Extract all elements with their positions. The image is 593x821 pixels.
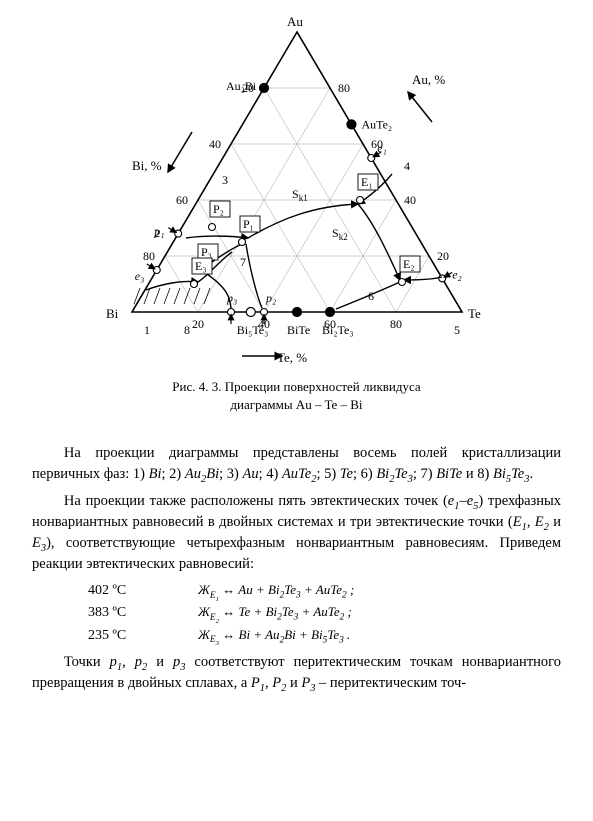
ternary-figure: 202020404040606060808080AuBiTeAu, %Bi, %… (32, 12, 561, 413)
body-text: На проекции диаграммы представлены восем… (32, 443, 561, 694)
svg-text:Sk2: Sk2 (332, 226, 348, 242)
figure-caption: Рис. 4. 3. Проекции поверхностей ликвиду… (172, 378, 420, 413)
svg-text:Te: Te (468, 306, 481, 321)
svg-text:5: 5 (454, 323, 460, 337)
svg-text:Au: Au (287, 14, 303, 29)
svg-text:40: 40 (404, 193, 416, 207)
svg-text:AuTe₂: AuTe₂ (361, 117, 392, 131)
svg-text:3: 3 (222, 173, 228, 187)
svg-text:80: 80 (338, 81, 350, 95)
reaction-block: 402 ºC ЖE1 ↔ Au + Bi2Te3 + AuTe2 ; 383 º… (88, 581, 561, 646)
reaction-eq: ЖE2 ↔ Te + Bi2Te3 + AuTe2 ; (198, 603, 352, 622)
svg-text:e₁: e₁ (377, 141, 387, 155)
svg-text:20: 20 (192, 317, 204, 331)
caption-line-1: Рис. 4. 3. Проекции поверхностей ликвиду… (172, 379, 420, 394)
svg-text:Bi₅Te₃: Bi₅Te₃ (236, 323, 268, 337)
caption-line-2: диаграммы Au – Te – Bi (230, 397, 362, 412)
reaction-eq: ЖE3 ↔ Bi + Au2Bi + Bi5Te3 . (198, 626, 350, 645)
reaction-row: 402 ºC ЖE1 ↔ Au + Bi2Te3 + AuTe2 ; (88, 581, 561, 601)
svg-text:1: 1 (144, 323, 150, 337)
svg-text:P₁: P₁ (243, 217, 254, 231)
para-2: На проекции также расположены пять эвтек… (32, 491, 561, 575)
reaction-temp: 383 ºC (88, 603, 198, 623)
svg-text:Au, %: Au, % (412, 72, 445, 87)
svg-text:20: 20 (437, 249, 449, 263)
para-3: Точки p1, p2 и p3 соответствуют перитект… (32, 652, 561, 694)
svg-text:p₃: p₃ (226, 291, 237, 305)
svg-text:E₂: E₂ (403, 257, 415, 271)
svg-text:P₃: P₃ (201, 245, 212, 259)
svg-text:7: 7 (240, 255, 246, 269)
reaction-eq: ЖE1 ↔ Au + Bi2Te3 + AuTe2 ; (198, 581, 354, 600)
svg-text:8: 8 (184, 323, 190, 337)
svg-text:60: 60 (176, 193, 188, 207)
svg-text:Bi, %: Bi, % (132, 158, 162, 173)
svg-text:6: 6 (368, 289, 374, 303)
svg-text:Bi₂Te₃: Bi₂Te₃ (322, 323, 354, 337)
reaction-temp: 235 ºC (88, 626, 198, 646)
phase-1: Bi (149, 466, 162, 482)
svg-text:Sk1: Sk1 (292, 187, 308, 203)
svg-text:40: 40 (209, 137, 221, 151)
svg-text:2: 2 (154, 226, 160, 240)
para-1: На проекции диаграммы представлены восем… (32, 443, 561, 485)
svg-text:e₂: e₂ (452, 267, 462, 281)
svg-text:E₁: E₁ (361, 175, 373, 189)
reaction-temp: 402 ºC (88, 581, 198, 601)
svg-text:Au₂Bi: Au₂Bi (226, 79, 257, 93)
ternary-diagram-svg: 202020404040606060808080AuBiTeAu, %Bi, %… (82, 12, 512, 372)
svg-text:P₂: P₂ (213, 202, 224, 216)
svg-text:80: 80 (143, 249, 155, 263)
svg-text:80: 80 (390, 317, 402, 331)
svg-text:4: 4 (404, 159, 410, 173)
reaction-row: 383 ºC ЖE2 ↔ Te + Bi2Te3 + AuTe2 ; (88, 603, 561, 623)
reaction-row: 235 ºC ЖE3 ↔ Bi + Au2Bi + Bi5Te3 . (88, 626, 561, 646)
svg-text:E₃: E₃ (195, 259, 207, 273)
svg-text:e₃: e₃ (134, 269, 144, 283)
svg-text:p₂: p₂ (265, 291, 276, 305)
svg-text:BiTe: BiTe (287, 323, 310, 337)
svg-text:Te, %: Te, % (277, 350, 307, 365)
svg-text:Bi: Bi (106, 306, 119, 321)
